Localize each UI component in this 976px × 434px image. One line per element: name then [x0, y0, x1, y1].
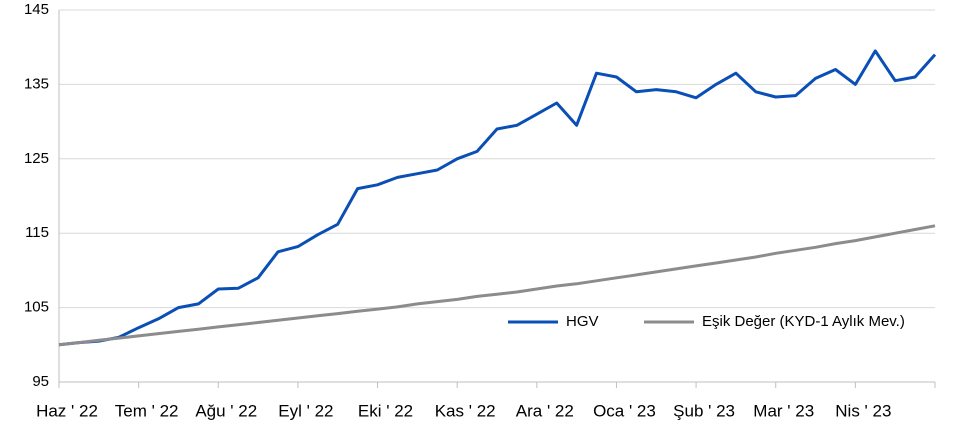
y-tick-label: 95	[32, 373, 49, 390]
x-tick-label: Nis ' 23	[835, 401, 891, 420]
y-tick-label: 115	[25, 224, 49, 241]
legend-label: HGV	[566, 313, 599, 330]
x-tick-label: Ara ' 22	[516, 401, 574, 420]
legend-label: Eşik Değer (KYD-1 Aylık Mev.)	[702, 313, 905, 330]
x-tick-label: Kas ' 22	[435, 401, 496, 420]
series-line	[58, 49, 937, 347]
y-tick-label: 125	[24, 150, 49, 167]
y-tick-label: 135	[24, 75, 49, 92]
x-tick-label: Eki ' 22	[358, 401, 413, 420]
y-tick-label: 145	[24, 1, 49, 18]
x-tick-label: Mar ' 23	[753, 401, 814, 420]
series-line	[58, 224, 936, 347]
x-tick-label: Haz ' 22	[36, 401, 98, 420]
x-tick-label: Şub ' 23	[673, 401, 735, 420]
x-tick-label: Tem ' 22	[115, 401, 179, 420]
x-tick-label: Oca ' 23	[593, 401, 656, 420]
x-tick-label: Eyl ' 22	[278, 401, 333, 420]
x-tick-label: Ağu ' 22	[195, 401, 257, 420]
y-tick-label: 105	[24, 299, 49, 316]
